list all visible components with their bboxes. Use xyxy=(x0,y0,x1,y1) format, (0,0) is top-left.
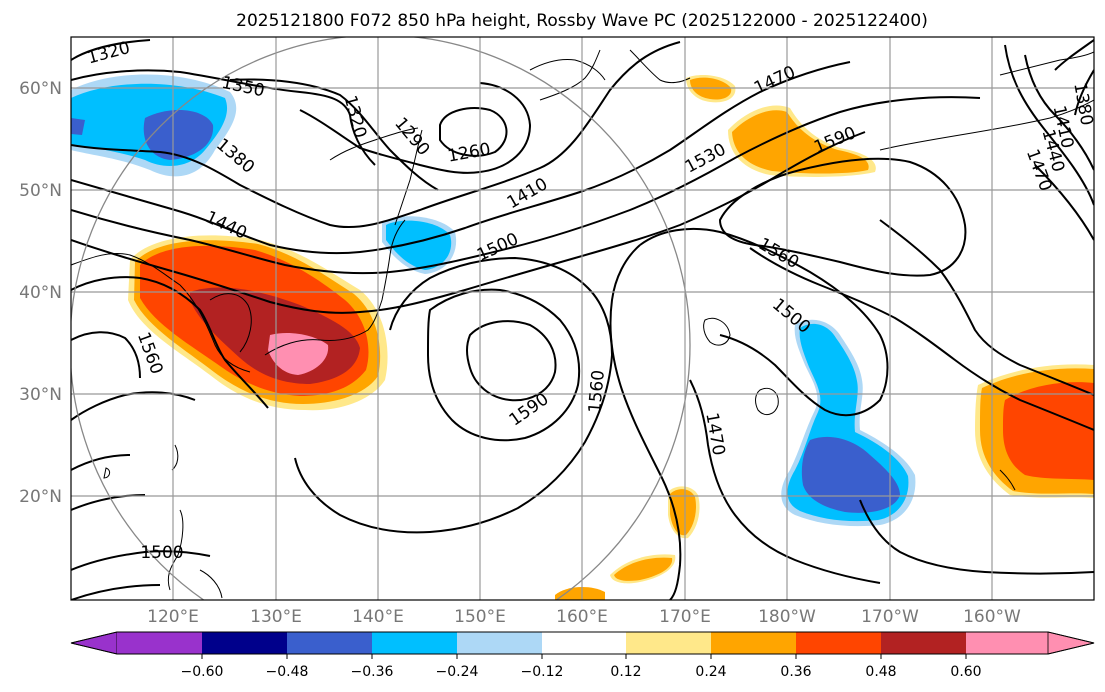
map-title: 2025121800 F072 850 hPa height, Rossby W… xyxy=(236,11,928,31)
contour-label: 1500 xyxy=(140,543,183,563)
colorbar-tick: 0.60 xyxy=(950,664,981,680)
colorbar-segment xyxy=(966,632,1048,654)
latitude-labels: 60°N 50°N 40°N 30°N 20°N xyxy=(19,79,62,507)
colorbar-tick: 0.12 xyxy=(610,664,641,680)
colorbar-tick: 0.24 xyxy=(695,664,726,680)
colorbar-tick: −0.12 xyxy=(521,664,564,680)
lon-label: 160°W xyxy=(963,607,1021,627)
colorbar-segment xyxy=(881,632,966,654)
colorbar-segment xyxy=(626,632,711,654)
colorbar-segment xyxy=(70,631,118,655)
lon-label: 120°E xyxy=(147,607,199,627)
lat-label: 30°N xyxy=(19,385,62,405)
lon-label: 140°E xyxy=(352,607,404,627)
lon-label: 130°E xyxy=(250,607,302,627)
lon-label: 180°W xyxy=(758,607,816,627)
lon-label: 170°W xyxy=(861,607,919,627)
colorbar-segment xyxy=(117,632,202,654)
colorbar-segment xyxy=(542,632,626,654)
lon-label: 170°E xyxy=(659,607,711,627)
colorbar-tick: −0.60 xyxy=(181,664,224,680)
lon-label: 150°E xyxy=(454,607,506,627)
colorbar-segment xyxy=(1047,631,1095,655)
colorbar-segment xyxy=(202,632,287,654)
colorbar-tick: 0.48 xyxy=(865,664,896,680)
colorbar-segment xyxy=(372,632,457,654)
colorbar: −0.60 −0.48 −0.36 −0.24 −0.12 0.12 0.24 … xyxy=(70,631,1095,680)
lat-label: 20°N xyxy=(19,487,62,507)
lat-label: 50°N xyxy=(19,181,62,201)
colorbar-tick: −0.24 xyxy=(436,664,479,680)
lon-label: 160°E xyxy=(556,607,608,627)
graticule xyxy=(71,37,1094,600)
colorbar-segment xyxy=(796,632,881,654)
colorbar-tick: 0.36 xyxy=(780,664,811,680)
colorbar-tick: −0.36 xyxy=(351,664,394,680)
map-frame xyxy=(70,36,1095,601)
lat-label: 60°N xyxy=(19,79,62,99)
longitude-labels: 120°E 130°E 140°E 150°E 160°E 170°E 180°… xyxy=(147,607,1021,627)
reference-circle xyxy=(71,37,691,600)
colorbar-segment xyxy=(287,632,372,654)
contour-label: 1560 xyxy=(585,369,609,414)
anomaly-shading xyxy=(71,74,1094,600)
colorbar-segment xyxy=(711,632,796,654)
colorbar-segment xyxy=(457,632,542,654)
coastlines xyxy=(71,49,1094,599)
lat-label: 40°N xyxy=(19,283,62,303)
colorbar-tick: −0.48 xyxy=(266,664,309,680)
